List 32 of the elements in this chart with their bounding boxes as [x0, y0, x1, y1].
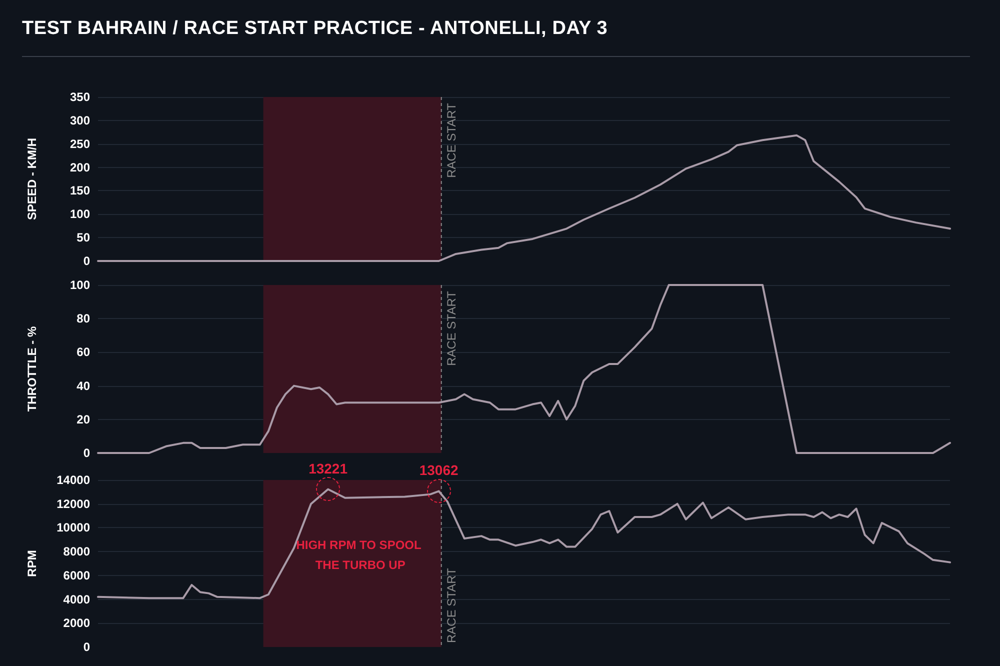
annotation: RACE START: [444, 567, 458, 643]
y-tick-label: 150: [70, 184, 90, 198]
y-tick-label: 0: [83, 446, 90, 460]
y-axis-title: RPM: [25, 550, 39, 577]
y-tick-label: 0: [83, 254, 90, 268]
y-tick-label: 20: [76, 412, 90, 426]
y-tick-label: 14000: [56, 473, 90, 487]
y-tick-label: 300: [70, 113, 90, 128]
chart-title: TEST BAHRAIN / RACE START PRACTICE - ANTONELLI, DAY 3: [22, 18, 608, 40]
y-tick-label: 40: [76, 378, 90, 393]
y-axis-title: THROTTLE - %: [25, 326, 39, 412]
y-tick-label: 4000: [63, 592, 90, 606]
y-tick-label: 100: [70, 207, 90, 222]
y-tick-label: 100: [70, 278, 90, 292]
y-tick-label: 50: [76, 230, 90, 245]
y-tick-label: 80: [76, 312, 90, 326]
y-tick-label: 6000: [63, 568, 90, 582]
y-tick-label: 8000: [63, 544, 90, 559]
y-tick-label: 250: [70, 136, 90, 151]
data-label: 13062: [419, 462, 458, 478]
y-axis-title: SPEED - KM/H: [25, 138, 39, 220]
y-tick-label: 350: [70, 90, 90, 104]
y-tick-label: 10000: [56, 520, 90, 535]
data-label: 13221: [308, 460, 348, 476]
annotation: RACE START: [444, 290, 458, 366]
annotation: RACE START: [444, 102, 458, 178]
y-tick-label: 2000: [63, 616, 90, 630]
annotation: HIGH RPM TO SPOOL THE TURBO UP: [296, 538, 424, 572]
y-tick-label: 0: [83, 640, 90, 654]
y-tick-label: 60: [76, 345, 90, 360]
y-tick-label: 200: [70, 160, 90, 174]
y-tick-label: 12000: [56, 496, 90, 511]
